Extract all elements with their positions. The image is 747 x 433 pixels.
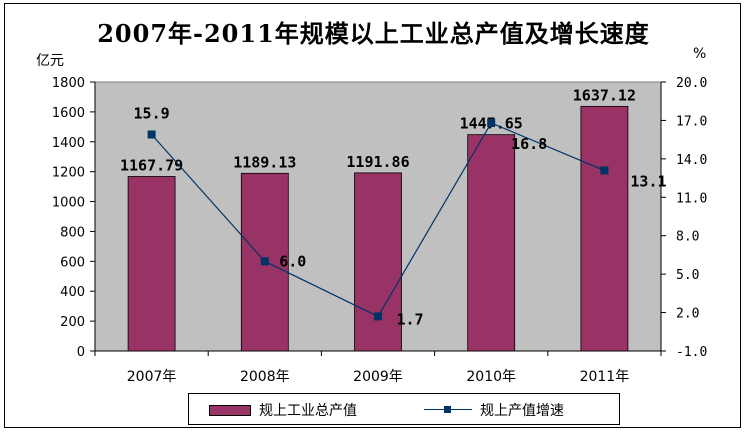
legend-label-line: 规上产值增速 [480, 403, 564, 419]
bar-value-label: 1191.86 [346, 153, 409, 171]
left-tick-label: 800 [60, 225, 85, 240]
x-tick-label: 2010年 [466, 369, 516, 385]
bar [127, 176, 176, 352]
legend-item-bars: 规上工业总产值 [209, 400, 357, 420]
left-tick-label: 0 [77, 345, 85, 360]
line-point-marker [147, 130, 156, 139]
legend-swatch-bars [209, 404, 251, 416]
left-axis-unit: 亿元 [36, 53, 64, 69]
bar-value-label: 1189.13 [233, 153, 296, 171]
left-tick-label: 1200 [52, 166, 85, 181]
right-tick-label: 11.0 [676, 191, 707, 206]
bar [354, 172, 402, 352]
left-tick-label: 1000 [52, 196, 85, 211]
right-tick-label: 14.0 [676, 153, 707, 168]
line-point-marker [374, 312, 382, 321]
bar [467, 134, 516, 352]
line-value-label: 6.0 [279, 252, 306, 270]
right-tick-label: 20.0 [676, 76, 707, 91]
chart-title: 2007年-2011年规模以上工业总产值及增长速度 [97, 19, 650, 48]
x-tick-label: 2007年 [127, 369, 177, 385]
x-tick-label: 2009年 [353, 369, 403, 385]
left-tick-label: 400 [60, 285, 85, 300]
left-tick-label: 1600 [52, 106, 85, 121]
legend: 规上工业总产值 规上产值增速 [188, 393, 620, 425]
legend-line-marker [424, 404, 472, 416]
left-tick-label: 1400 [52, 136, 85, 151]
line-value-label: 15.9 [134, 105, 170, 123]
left-tick-label: 1800 [52, 76, 85, 91]
legend-label-bars: 规上工业总产值 [259, 403, 357, 419]
line-value-label: 16.8 [511, 135, 547, 153]
left-tick-label: 200 [60, 315, 85, 330]
right-tick-label: 17.0 [676, 114, 707, 129]
legend-item-line: 规上产值增速 [424, 400, 564, 420]
x-tick-label: 2008年 [240, 369, 290, 385]
right-axis-unit: % [693, 46, 707, 62]
left-tick-label: 600 [60, 255, 85, 270]
line-point-marker [260, 257, 269, 266]
right-tick-label: 5.0 [676, 268, 699, 283]
right-tick-label: 2.0 [676, 307, 699, 322]
line-value-label: 13.1 [630, 172, 666, 190]
line-value-label: 1.7 [396, 310, 423, 328]
line-point-marker [600, 166, 609, 175]
bar-value-label: 1637.12 [573, 86, 636, 104]
x-tick-label: 2011年 [580, 369, 630, 385]
right-tick-label: 8.0 [676, 230, 699, 245]
line-point-marker [487, 118, 496, 127]
right-tick-label: -1.0 [676, 345, 707, 360]
bar [580, 105, 629, 352]
bar-value-label: 1167.79 [120, 156, 183, 174]
